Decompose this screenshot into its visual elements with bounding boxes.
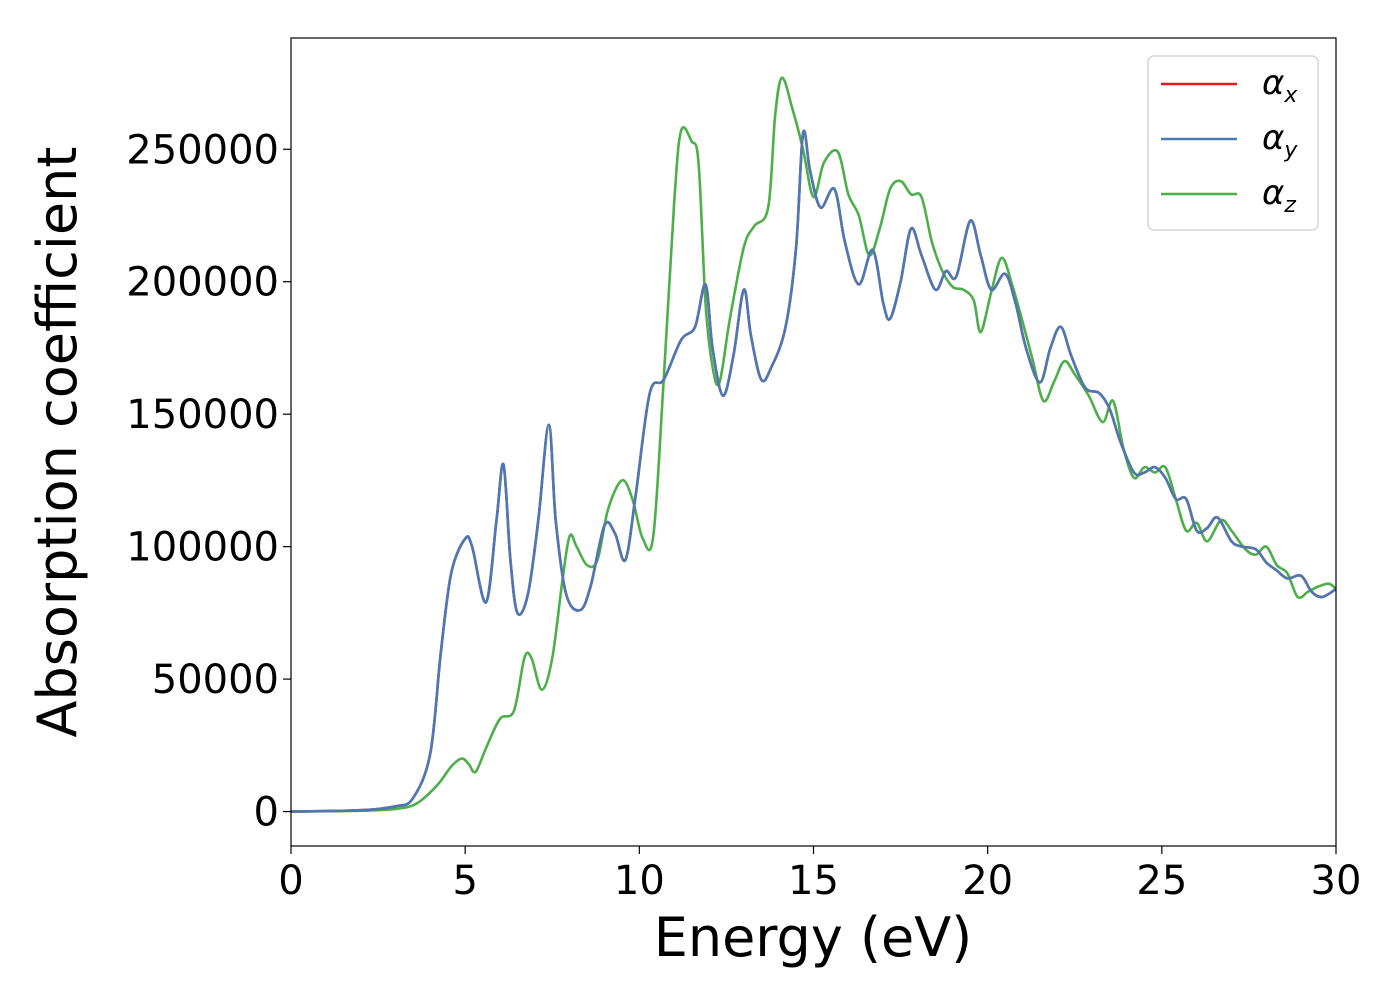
y-tick-label: 0 xyxy=(254,790,279,836)
y-axis-ticks: 0 50000 100000 150000 200000 250000 xyxy=(126,127,291,836)
legend-label-alpha-z: αz xyxy=(1262,173,1296,218)
plot-lines xyxy=(290,76,1337,813)
x-axis-ticks: 0 5 10 15 20 25 30 xyxy=(278,846,1361,904)
y-tick-label: 250000 xyxy=(126,127,279,173)
y-tick-label: 200000 xyxy=(126,260,279,306)
y-tick-label: 150000 xyxy=(126,392,279,438)
series-line-alpha-x xyxy=(290,129,1337,813)
y-tick-label: 100000 xyxy=(126,525,279,571)
x-tick-label: 30 xyxy=(1311,858,1362,904)
legend-box xyxy=(1147,55,1319,231)
x-tick-label: 25 xyxy=(1136,858,1187,904)
legend: αx αy αz xyxy=(1147,55,1319,231)
x-tick-label: 5 xyxy=(452,858,477,904)
x-tick-label: 0 xyxy=(278,858,303,904)
x-axis-title: Energy (eV) xyxy=(654,906,973,969)
x-tick-label: 10 xyxy=(614,858,665,904)
y-axis-title: Absorption coefficient xyxy=(26,147,89,738)
legend-label-alpha-y: αy xyxy=(1262,118,1298,163)
legend-label-alpha-x: αx xyxy=(1262,63,1298,108)
series-line-alpha-y xyxy=(290,129,1337,813)
x-tick-label: 20 xyxy=(962,858,1013,904)
y-tick-label: 50000 xyxy=(152,657,279,703)
series-line-alpha-z xyxy=(290,76,1337,813)
x-tick-label: 15 xyxy=(788,858,839,904)
